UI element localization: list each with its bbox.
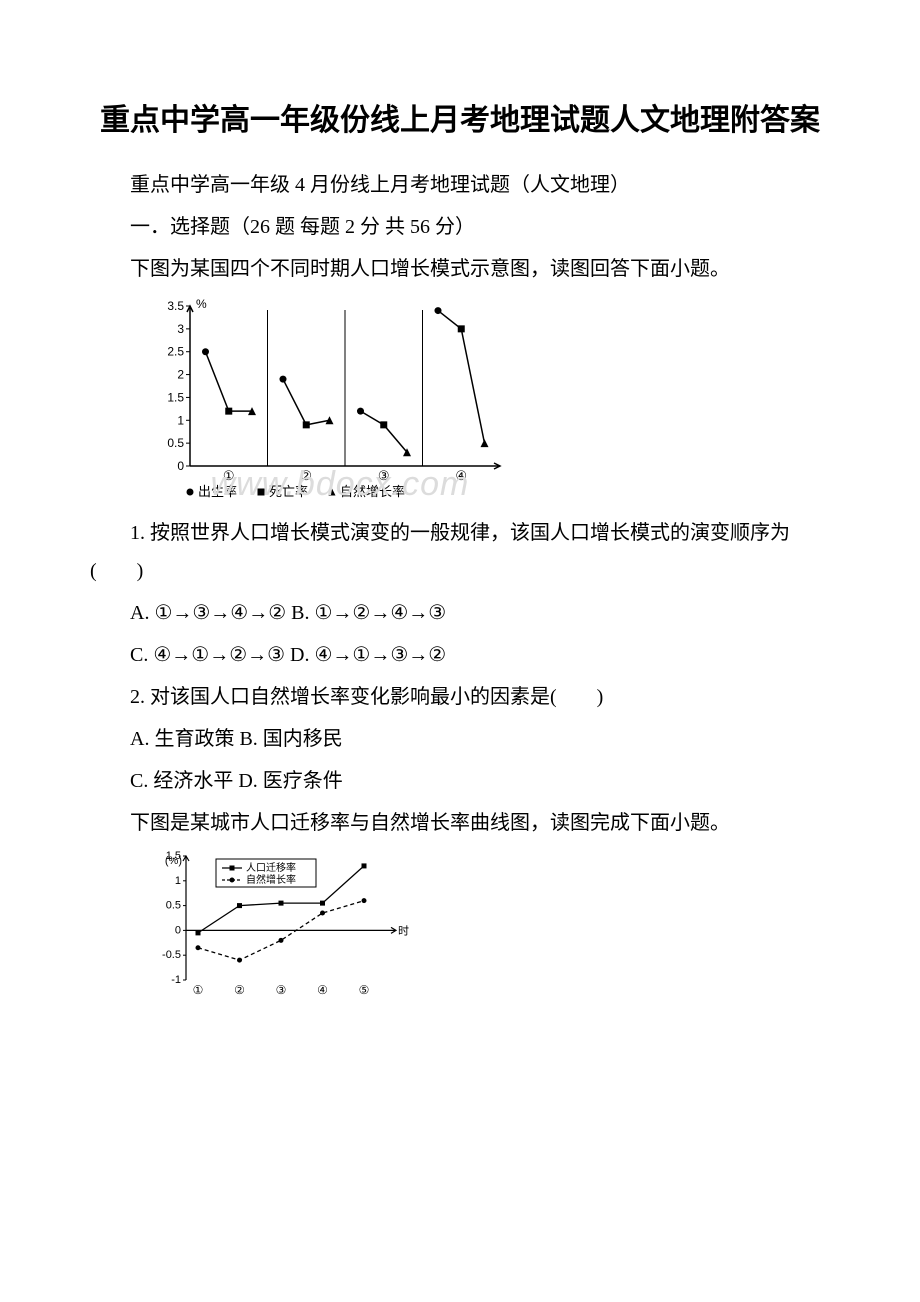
svg-text:时间: 时间 xyxy=(398,924,410,937)
q1-options-row2: C. ④→①→②→③ D. ④→①→③→② xyxy=(90,636,830,674)
svg-text:1: 1 xyxy=(175,875,181,887)
question-stem-1: 下图为某国四个不同时期人口增长模式示意图，读图回答下面小题。 xyxy=(90,250,830,288)
svg-text:2.5: 2.5 xyxy=(167,345,184,359)
svg-text:0: 0 xyxy=(175,924,181,936)
chart-1-container: %00.511.522.533.5①②③④出生率死亡率自然增长率 www.bdo… xyxy=(150,296,530,506)
svg-text:死亡率: 死亡率 xyxy=(269,484,308,499)
chart-2-container: (%)时间-1-0.500.511.5①②③④⑤人口迁移率自然增长率 xyxy=(150,850,430,1000)
svg-text:1.5: 1.5 xyxy=(166,850,181,862)
svg-text:1: 1 xyxy=(177,413,184,427)
svg-text:③: ③ xyxy=(276,983,287,997)
q1-stem: 1. 按照世界人口增长模式演变的一般规律，该国人口增长模式的演变顺序为( ) xyxy=(90,514,830,590)
svg-text:②: ② xyxy=(234,983,245,997)
svg-text:0: 0 xyxy=(177,459,184,473)
svg-text:③: ③ xyxy=(378,468,390,483)
page-title: 重点中学高一年级份线上月考地理试题人文地理附答案 xyxy=(90,100,830,142)
q1-options-row1: A. ①→③→④→② B. ①→②→④→③ xyxy=(90,594,830,632)
svg-text:%: % xyxy=(196,297,207,311)
svg-text:②: ② xyxy=(300,468,312,483)
q2-options-row1: A. 生育政策 B. 国内移民 xyxy=(90,720,830,758)
svg-text:3.5: 3.5 xyxy=(167,299,184,313)
question-stem-2: 下图是某城市人口迁移率与自然增长率曲线图，读图完成下面小题。 xyxy=(90,804,830,842)
svg-text:2: 2 xyxy=(177,368,184,382)
q2-options-row2: C. 经济水平 D. 医疗条件 xyxy=(90,762,830,800)
svg-text:自然增长率: 自然增长率 xyxy=(340,484,405,499)
svg-text:人口迁移率: 人口迁移率 xyxy=(246,861,296,874)
svg-text:①: ① xyxy=(223,468,235,483)
svg-text:0.5: 0.5 xyxy=(166,900,181,912)
svg-text:-1: -1 xyxy=(171,974,181,986)
svg-text:出生率: 出生率 xyxy=(198,484,237,499)
intro-line-2: 一．选择题（26 题 每题 2 分 共 56 分） xyxy=(90,208,830,246)
svg-text:-0.5: -0.5 xyxy=(162,949,181,961)
q2-stem: 2. 对该国人口自然增长率变化影响最小的因素是( ) xyxy=(90,678,830,716)
svg-text:①: ① xyxy=(193,983,204,997)
svg-text:0.5: 0.5 xyxy=(167,436,184,450)
migration-rate-chart: (%)时间-1-0.500.511.5①②③④⑤人口迁移率自然增长率 xyxy=(150,850,410,1000)
svg-text:④: ④ xyxy=(317,983,328,997)
svg-text:④: ④ xyxy=(455,468,467,483)
svg-text:3: 3 xyxy=(177,322,184,336)
svg-text:自然增长率: 自然增长率 xyxy=(246,873,296,886)
intro-line-1: 重点中学高一年级 4 月份线上月考地理试题（人文地理） xyxy=(90,166,830,204)
svg-text:1.5: 1.5 xyxy=(167,390,184,404)
svg-text:⑤: ⑤ xyxy=(359,983,370,997)
population-growth-chart: % 0 0.5 1 1.5 2 2.5 3 3.5 ① ② ③ ④ 出生率 死亡率 自然增长率 xyxy=(150,296,510,506)
